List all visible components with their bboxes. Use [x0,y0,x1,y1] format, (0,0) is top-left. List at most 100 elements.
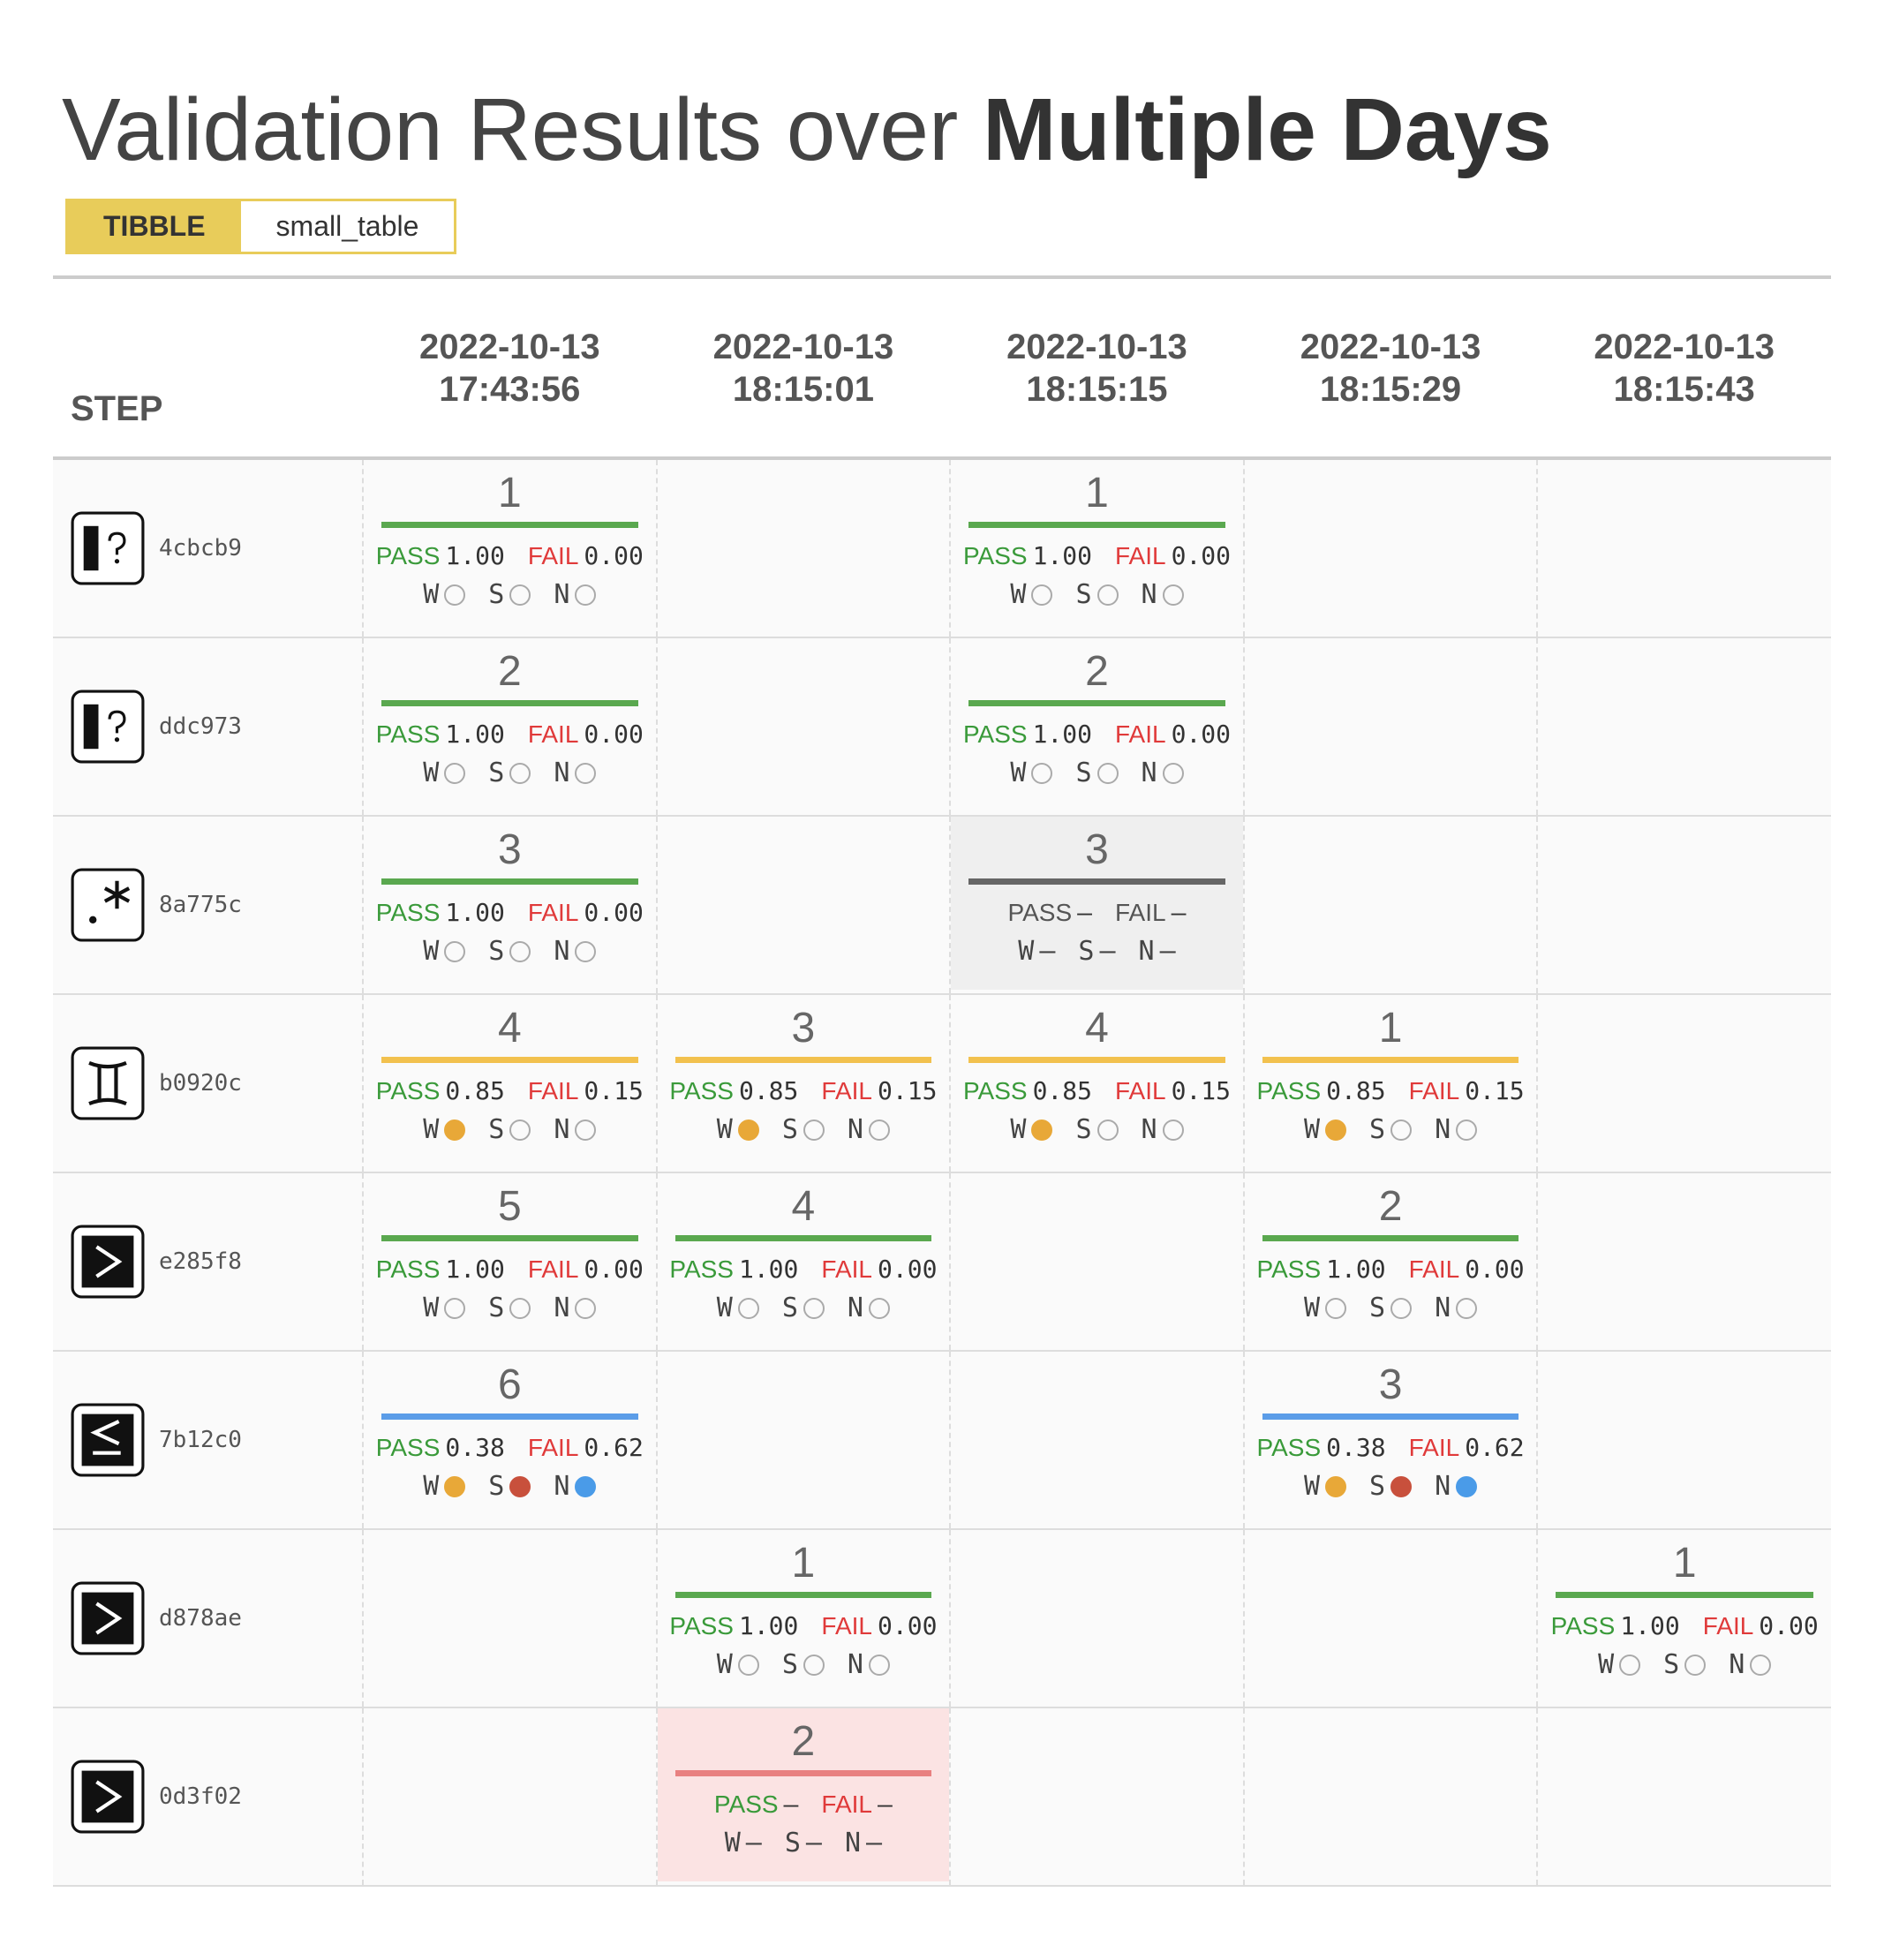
pass-label: PASS [1256,1077,1322,1104]
step-row: 4cbcb9 1 PASS 1.00 FAIL 0.00 W S N 1 PASS 1.00 FAIL 0… [53,458,1831,638]
step-number: 1 [1085,470,1109,516]
column-date: 2022-10-13 [1006,327,1187,366]
column-date: 2022-10-13 [1594,327,1775,366]
header-row: STEP 2022-10-13 17:43:56 2022-10-13 18:15:0… [53,277,1831,460]
step-info: e285f8 [53,1225,362,1299]
threshold-n: N [1729,1649,1772,1680]
step-number: 2 [1085,648,1109,695]
threshold-w: W [717,1293,759,1323]
fail-value: 0.00 [1171,720,1232,749]
threshold-w: W [1010,579,1053,610]
threshold-s: S [1075,1114,1119,1145]
threshold-n: N [554,758,597,788]
threshold-label: S [1369,1471,1386,1502]
result-cell [1242,816,1538,995]
pass-value: 0.38 [1326,1433,1386,1462]
fail-label: FAIL [1408,1255,1460,1283]
pass-fail: PASS 1.00 FAIL 0.00 [669,1609,937,1644]
result-cell: 2 PASS 1.00 FAIL 0.00 W S N [1242,1172,1538,1352]
pass-label: PASS [375,542,441,569]
threshold-w: W [423,936,466,967]
step-hash: b0920c [159,1070,242,1097]
result-cell: 3 PASS — FAIL — W — S — N — [949,816,1244,995]
step-cell: ddc973 [53,637,363,817]
indicator-filled [1031,1119,1053,1141]
indicator-filled [1325,1119,1347,1141]
threshold-n: N [1435,1293,1478,1323]
pass-value: 0.85 [445,1076,505,1105]
step-icon [71,1403,145,1477]
pass-value: 1.00 [738,1611,799,1640]
threshold-label: W [1010,579,1027,610]
threshold-n: N [1142,1114,1184,1145]
status-bar [381,700,638,706]
pass-value: 1.00 [445,1255,505,1284]
column-date: 2022-10-13 [418,327,600,366]
pass-group: PASS 0.85 [963,1074,1092,1109]
pass-label: PASS [713,1790,779,1818]
indicator-empty [1750,1654,1772,1676]
status-bar [674,1235,932,1241]
fail-value: 0.62 [1465,1433,1525,1462]
fail-label: FAIL [527,1434,579,1461]
step-cell: 7b12c0 [53,1351,363,1530]
step-number: 3 [1378,1361,1403,1408]
pass-fail: PASS 1.00 FAIL 0.00 [376,539,644,574]
result-cell: 1 PASS 0.85 FAIL 0.15 W S N [1242,994,1538,1173]
indicator-empty [444,762,466,784]
step-number: 1 [497,470,522,516]
threshold-label: W [423,1293,440,1323]
status-bar [1262,1057,1519,1063]
result-cell: 4 PASS 0.85 FAIL 0.15 W S N [362,994,657,1173]
step-number: 2 [497,648,522,695]
pass-group: PASS 1.00 [1551,1609,1680,1644]
result-cell [949,1172,1244,1352]
pass-fail: PASS 1.00 FAIL 0.00 [669,1252,937,1287]
threshold-label: S [1075,758,1092,788]
pass-fail: PASS 0.85 FAIL 0.15 [963,1074,1231,1109]
fail-label: FAIL [1408,1434,1460,1461]
column-header: 2022-10-13 18:15:29 [1243,277,1538,460]
threshold-w: W [423,1293,466,1323]
indicator-empty [1325,1297,1347,1319]
threshold-row: W — S — N — [670,1828,938,1858]
step-cell: 0d3f02 [53,1707,363,1887]
fail-value: 0.62 [584,1433,644,1462]
threshold-n: N [848,1649,890,1680]
indicator-text: — [866,1828,883,1858]
pass-label: PASS [1550,1612,1616,1640]
step-hash: ddc973 [159,713,242,740]
indicator-empty [509,584,531,606]
indicator-empty [1031,584,1053,606]
threshold-w: W [1010,758,1053,788]
status-bar [968,878,1225,885]
pass-group: PASS 1.00 [963,717,1092,752]
status-bar [381,522,638,528]
threshold-n: N [1142,579,1184,610]
threshold-label: W [1303,1293,1321,1323]
fail-group: FAIL 0.00 [1703,1609,1819,1644]
pass-group: PASS 0.85 [1257,1074,1386,1109]
fail-value: 0.00 [584,720,644,749]
cell-content: 6 PASS 0.38 FAIL 0.62 W S N [364,1352,656,1525]
fail-group: FAIL 0.15 [821,1074,937,1109]
pass-fail: PASS — FAIL — [963,895,1231,931]
column-time: 18:15:01 [732,369,874,409]
indicator-empty [1390,1297,1413,1319]
threshold-label: N [847,1114,863,1145]
threshold-n: N [554,1114,597,1145]
step-number: 1 [1378,1005,1403,1052]
indicator-empty [1096,1119,1119,1141]
step-number: 3 [1085,826,1109,873]
result-cell [949,1529,1244,1708]
pass-fail: PASS 1.00 FAIL 0.00 [376,895,644,931]
pass-group: PASS 1.00 [963,539,1092,574]
pass-label: PASS [669,1612,734,1640]
step-row: d878ae 1 PASS 1.00 FAIL 0.00 W S N 1 PASS 1.00 FAIL 0… [53,1529,1831,1708]
cell-content: 4 PASS 1.00 FAIL 0.00 W S N [658,1173,950,1346]
pass-value: 0.85 [738,1076,799,1105]
column-time: 18:15:29 [1320,369,1462,409]
